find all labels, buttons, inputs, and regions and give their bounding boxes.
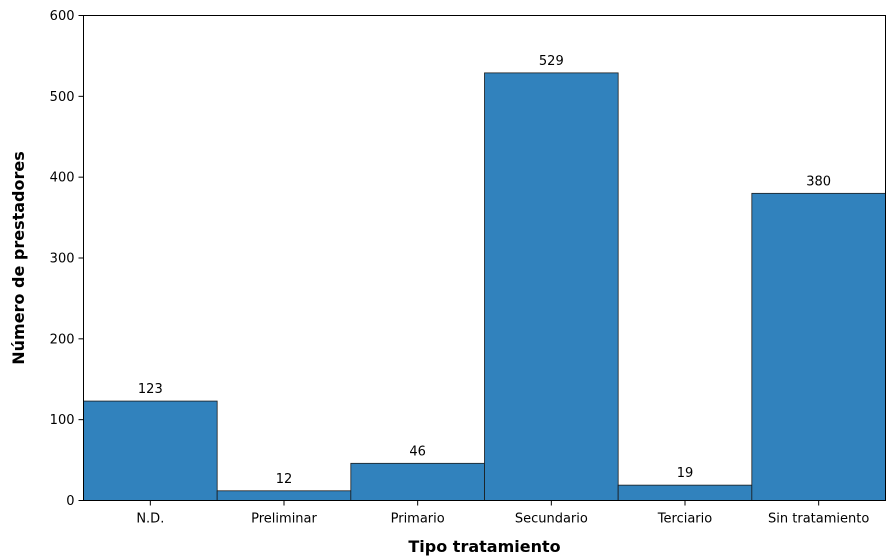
bar-primario (350, 462, 485, 501)
y-tick-label-300: 300 (50, 252, 75, 267)
data-label-preliminar: 12 (276, 472, 293, 487)
bar-terciario (617, 484, 753, 501)
y-tick-label-100: 100 (50, 413, 75, 428)
x-tick-label-preliminar: Preliminar (251, 512, 317, 527)
data-label-terciario: 19 (677, 466, 694, 481)
data-label-n-d: 123 (138, 382, 163, 397)
y-axis: 0 100 200 300 400 500 600 (50, 9, 84, 509)
data-label-primario: 46 (409, 444, 426, 459)
bar-n-d (83, 400, 218, 501)
data-labels: 123 12 46 529 19 380 (138, 54, 831, 487)
bars (83, 72, 886, 501)
data-label-sin-tratamiento: 380 (806, 174, 831, 189)
x-tick-label-sin-tratamiento: Sin tratamiento (768, 512, 869, 527)
bar-sin-tratamiento (751, 192, 886, 501)
y-tick-label-200: 200 (50, 332, 75, 347)
y-tick-label-400: 400 (50, 171, 75, 186)
x-tick-label-secundario: Secundario (515, 512, 588, 527)
x-tick-label-n-d: N.D. (136, 512, 164, 527)
x-axis: N.D. Preliminar Primario Secundario Terciari… (136, 500, 869, 527)
x-tick-label-primario: Primario (391, 512, 445, 527)
y-axis-title: Número de prestadores (9, 151, 28, 365)
x-tick-label-terciario: Terciario (657, 512, 712, 527)
y-tick-label-500: 500 (50, 90, 75, 105)
x-axis-title: Tipo tratamiento (408, 537, 560, 556)
bar-secundario (484, 72, 619, 501)
y-tick-label-0: 0 (66, 494, 74, 509)
y-tick-label-600: 600 (50, 9, 75, 24)
data-label-secundario: 529 (539, 54, 564, 69)
bar-preliminar (216, 490, 352, 501)
